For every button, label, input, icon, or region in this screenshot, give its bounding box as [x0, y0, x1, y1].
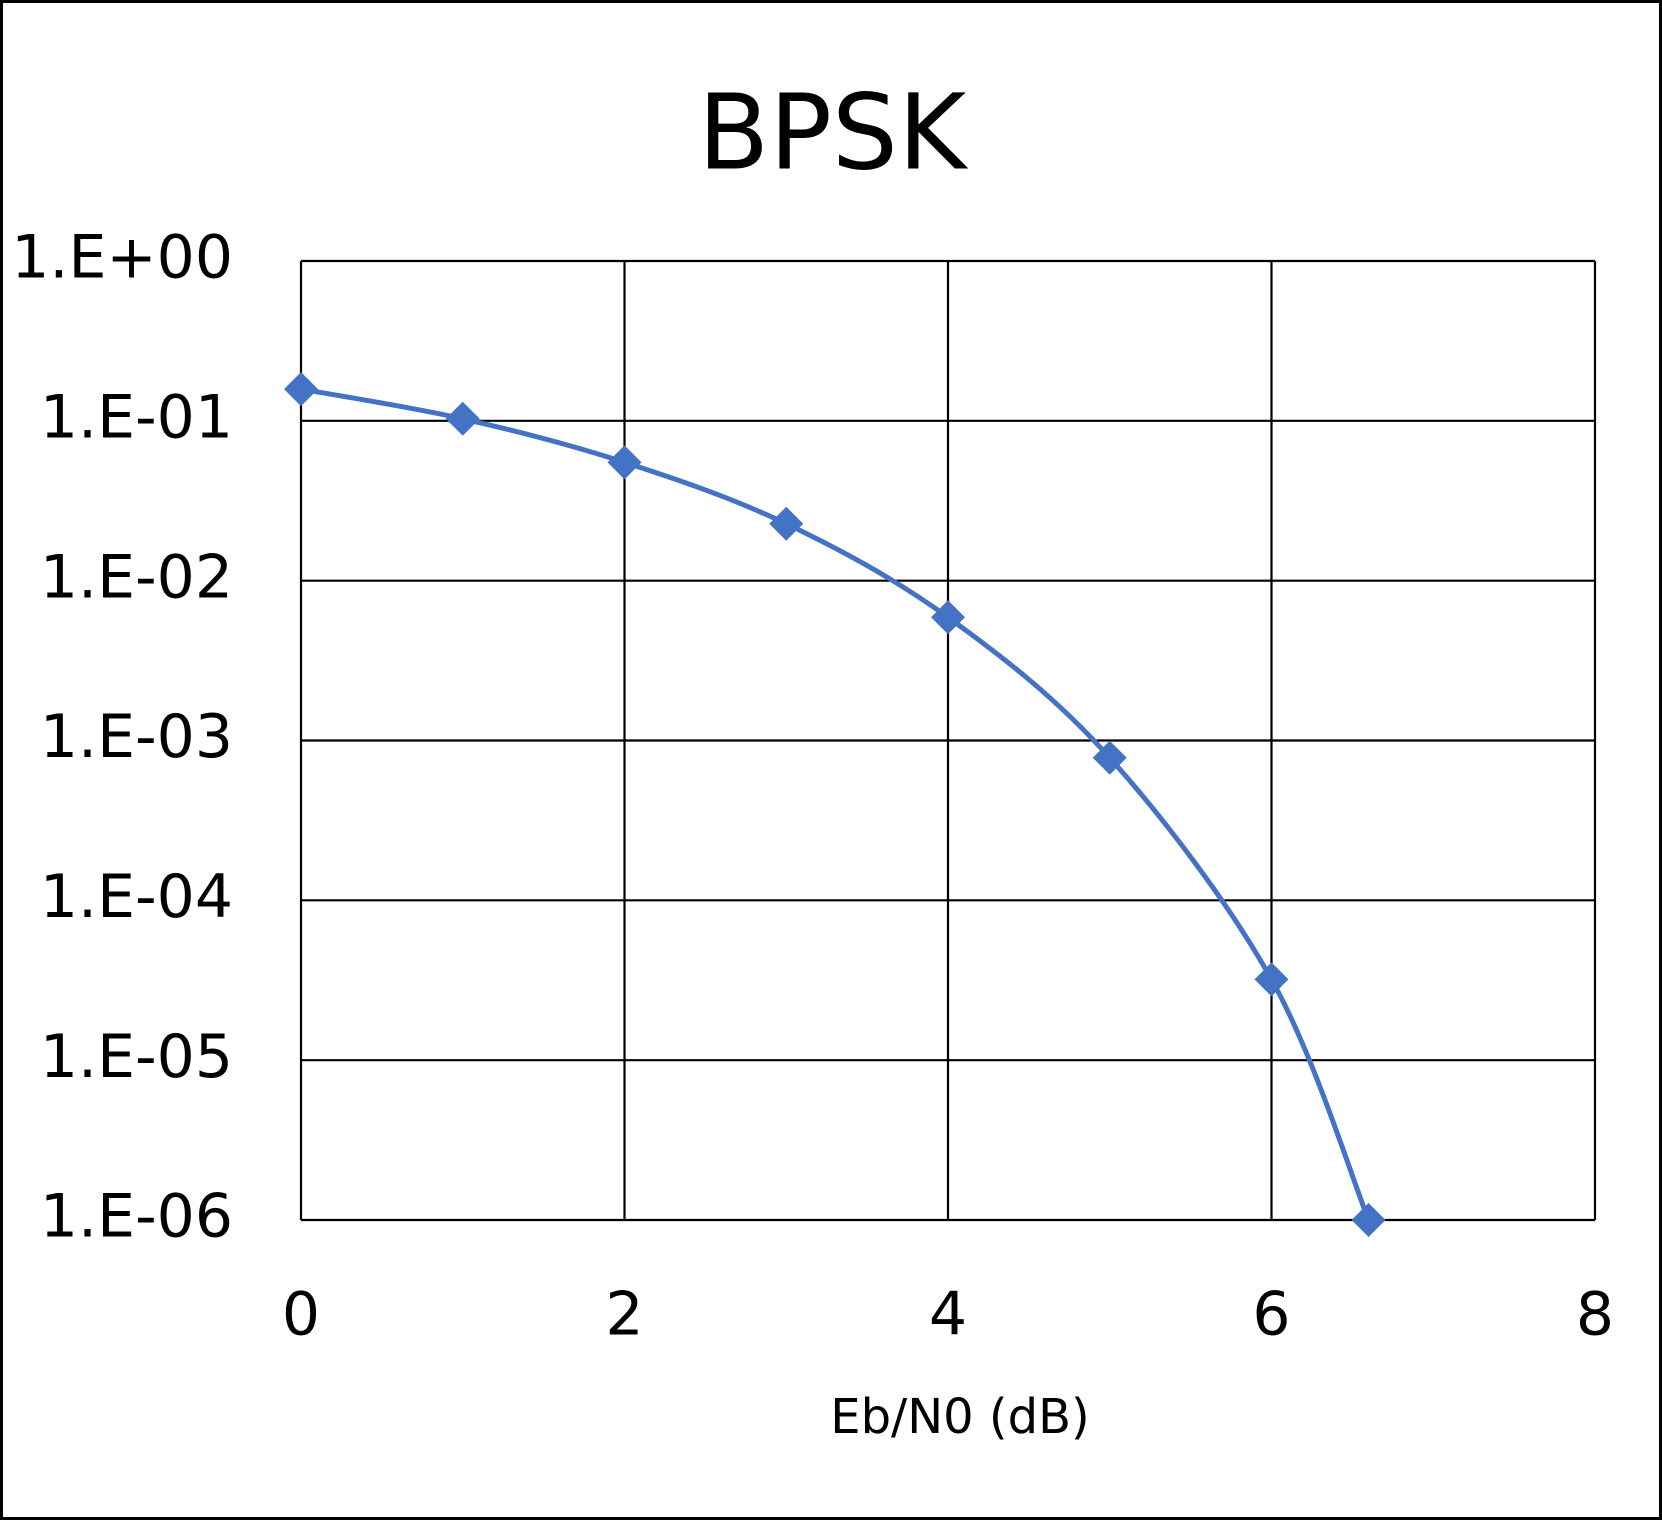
data-marker [1254, 962, 1289, 997]
data-marker [769, 506, 804, 541]
x-tick-label: 8 [1576, 1280, 1614, 1350]
data-marker [931, 600, 965, 635]
y-tick-label: 1.E-01 [40, 382, 233, 452]
x-tick-label: 4 [929, 1280, 967, 1350]
data-marker [445, 401, 480, 436]
data-marker [284, 372, 318, 407]
data-marker [1092, 740, 1127, 775]
y-tick-label: 1.E-05 [40, 1022, 233, 1092]
y-tick-label: 1.E-04 [40, 862, 233, 932]
y-tick-label: 1.E-02 [40, 542, 233, 612]
data-marker [1351, 1203, 1386, 1237]
data-marker [607, 445, 642, 480]
y-tick-label: 1.E+00 [11, 223, 233, 293]
x-tick-label: 0 [282, 1280, 320, 1350]
chart-title: BPSK [698, 71, 969, 193]
x-axis-label: Eb/N0 (dB) [830, 1389, 1090, 1445]
y-tick-label: 1.E-03 [40, 702, 233, 772]
x-tick-label: 2 [605, 1280, 643, 1350]
y-tick-label: 1.E-06 [40, 1182, 233, 1252]
x-tick-label: 6 [1252, 1280, 1290, 1350]
